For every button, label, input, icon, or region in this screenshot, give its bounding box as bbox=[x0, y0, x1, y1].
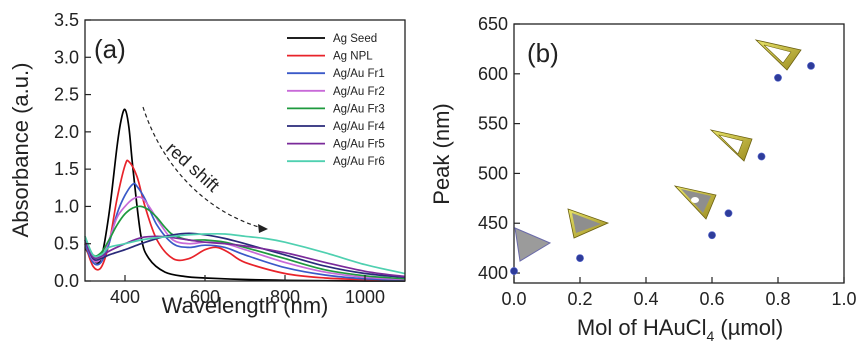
y-tick-label-5: 2.5 bbox=[54, 85, 79, 105]
panel-b-y-axis-title: Peak (nm) bbox=[429, 103, 454, 204]
b-y-tick-label-4: 600 bbox=[478, 64, 508, 84]
y-tick-label-7: 3.5 bbox=[54, 10, 79, 30]
y-tick-label-3: 1.5 bbox=[54, 159, 79, 179]
legend-label-7: Ag/Au Fr6 bbox=[333, 156, 385, 168]
legend-label-2: Ag/Au Fr1 bbox=[333, 68, 385, 80]
legend-label-5: Ag/Au Fr4 bbox=[333, 121, 385, 133]
series-line-7 bbox=[84, 232, 406, 275]
b-x-tick-label-0: 0.0 bbox=[501, 289, 526, 309]
b-y-tick-label-2: 500 bbox=[478, 163, 508, 183]
b-x-tick-label-1: 0.2 bbox=[567, 289, 592, 309]
nanoplate-ag-icon bbox=[514, 227, 552, 262]
panel-b-ticks: 0.0 0.2 0.4 0.6 0.8 1.0 400 450 500 550 600 650 bbox=[478, 14, 857, 309]
red-shift-arrowhead bbox=[258, 224, 268, 233]
legend-label-6: Ag/Au Fr5 bbox=[333, 139, 385, 151]
legend-label-1: Ag NPL bbox=[333, 51, 373, 63]
b-y-tick-label-0: 400 bbox=[478, 263, 508, 283]
panel-b-frame bbox=[513, 23, 845, 284]
panel-b-points bbox=[510, 61, 815, 275]
panel-a: 400 600 800 1000 0.0 0.5 1.0 1.5 2.0 2.5 3.0 3.5 (a… bbox=[8, 10, 406, 318]
red-shift-annotation: red shift bbox=[162, 138, 223, 196]
panel-a-y-axis-title: Absorbance (a.u.) bbox=[8, 63, 33, 238]
scatter-point-0 bbox=[510, 267, 518, 275]
x-tick-label-0: 400 bbox=[110, 287, 140, 307]
panel-b-label: (b) bbox=[527, 38, 559, 68]
series-line-2 bbox=[84, 182, 406, 282]
nanoframe-small-icon bbox=[709, 129, 753, 162]
red-shift-arrow bbox=[142, 106, 263, 229]
y-tick-label-2: 1.0 bbox=[54, 196, 79, 216]
series-line-3 bbox=[84, 196, 406, 281]
series-line-5 bbox=[84, 232, 406, 279]
b-x-tick-label-4: 0.8 bbox=[765, 289, 790, 309]
b-y-tick-label-1: 450 bbox=[478, 213, 508, 233]
series-line-4 bbox=[84, 205, 406, 280]
b-x-tick-label-2: 0.4 bbox=[633, 289, 658, 309]
series-line-6 bbox=[84, 235, 406, 278]
scatter-point-6 bbox=[807, 61, 815, 70]
x-tick-label-2: 800 bbox=[270, 287, 300, 307]
scatter-point-1 bbox=[576, 254, 584, 262]
panel-b-x-axis-title: Mol of HAuCl4 (µmol) bbox=[577, 315, 783, 344]
scatter-point-4 bbox=[757, 152, 766, 161]
nanoplate-pitted-icon bbox=[673, 185, 717, 220]
scatter-point-2 bbox=[708, 231, 716, 240]
legend-label-4: Ag/Au Fr3 bbox=[333, 103, 385, 115]
b-y-tick-label-5: 650 bbox=[478, 14, 508, 34]
panel-a-x-axis-title: Wavelength (nm) bbox=[162, 293, 329, 318]
panel-a-label: (a) bbox=[94, 34, 126, 64]
legend-label-3: Ag/Au Fr2 bbox=[333, 86, 385, 98]
scatter-point-5 bbox=[774, 73, 782, 82]
y-tick-label-1: 0.5 bbox=[54, 234, 79, 254]
panel-a-ticks: 400 600 800 1000 0.0 0.5 1.0 1.5 2.0 2.5 3.0 3.5 bbox=[54, 10, 385, 307]
x-tick-label-3: 1000 bbox=[345, 287, 385, 307]
scatter-point-3 bbox=[724, 209, 733, 218]
b-y-tick-label-3: 550 bbox=[478, 114, 508, 134]
nanoframe-large-icon bbox=[754, 39, 802, 71]
panel-a-series bbox=[84, 108, 406, 282]
b-x-tick-label-5: 1.0 bbox=[831, 289, 856, 309]
legend-label-0: Ag Seed bbox=[333, 33, 377, 45]
panel-b: 0.0 0.2 0.4 0.6 0.8 1.0 400 450 500 550 600 650 (b)… bbox=[429, 14, 857, 344]
series-line-0 bbox=[84, 108, 406, 282]
y-tick-label-4: 2.0 bbox=[54, 122, 79, 142]
y-tick-label-0: 0.0 bbox=[54, 271, 79, 291]
panel-a-legend: Ag Seed Ag NPL Ag/Au Fr1 Ag/Au Fr2 Ag/Au Fr3… bbox=[287, 33, 385, 168]
nanoplate-thin-shell-icon bbox=[567, 208, 610, 239]
x-tick-label-1: 600 bbox=[190, 287, 220, 307]
y-tick-label-6: 3.0 bbox=[54, 47, 79, 67]
panel-a-frame bbox=[84, 19, 406, 282]
b-x-tick-label-3: 0.6 bbox=[699, 289, 724, 309]
